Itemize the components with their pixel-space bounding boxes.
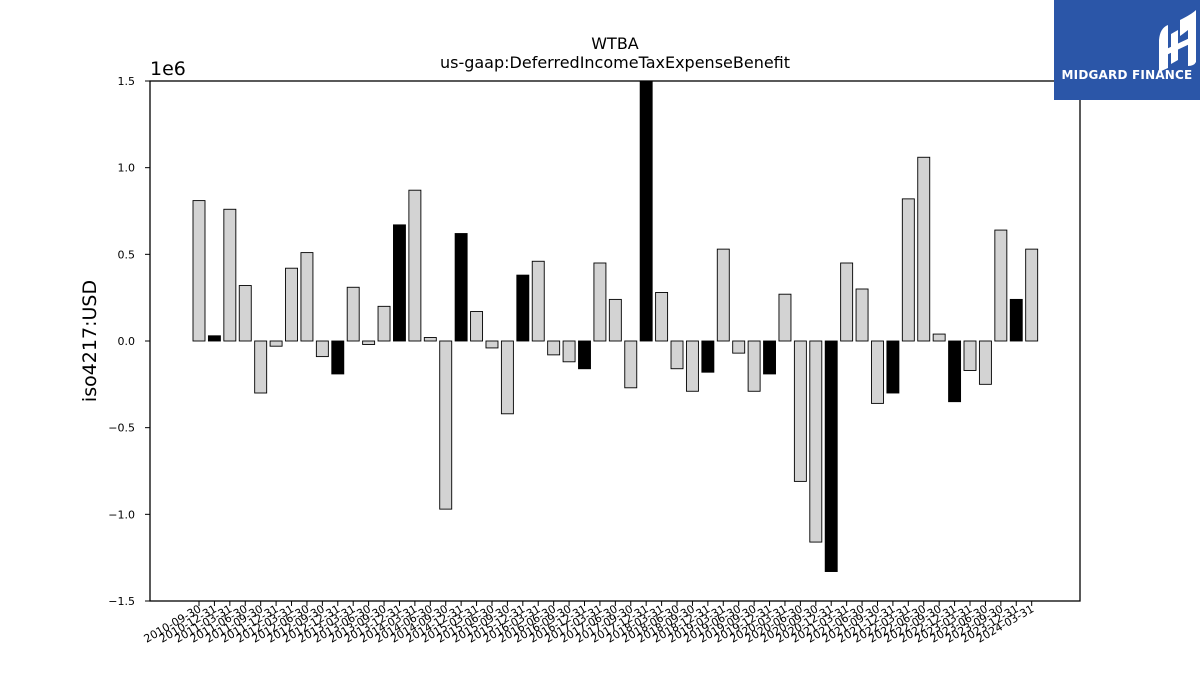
y-tick-label: −1.0 bbox=[108, 508, 135, 521]
bar-2016-06-30 bbox=[547, 340, 561, 356]
bar-2021-06-30 bbox=[855, 288, 869, 342]
bar-2012-03-31 bbox=[285, 267, 298, 342]
y-tick-label: 1.5 bbox=[118, 75, 136, 88]
bar-2021-09-30 bbox=[871, 340, 884, 404]
y-tick-label: −0.5 bbox=[108, 422, 135, 435]
bar-2017-12-31 bbox=[639, 80, 653, 342]
bar-2023-09-30 bbox=[994, 229, 1008, 342]
bar-2017-03-31 bbox=[593, 262, 607, 342]
y-tick-label: 1.0 bbox=[118, 162, 136, 175]
bar-2016-03-31 bbox=[531, 260, 545, 342]
y-scale-label: 1e6 bbox=[150, 58, 186, 80]
bar-2015-06-30 bbox=[485, 340, 499, 349]
bar-2014-03-31 bbox=[408, 189, 422, 342]
plot-frame bbox=[149, 80, 1081, 602]
bar-2018-06-30 bbox=[670, 340, 684, 370]
bar-2018-09-30 bbox=[685, 340, 699, 392]
y-axis-label: iso4217:USD bbox=[79, 280, 101, 402]
bar-2020-03-31 bbox=[778, 293, 792, 342]
bar-2019-12-31 bbox=[763, 340, 776, 375]
bar-2011-12-31 bbox=[269, 340, 283, 347]
bar-2020-06-30 bbox=[793, 340, 807, 482]
bar-2012-06-30 bbox=[300, 252, 314, 342]
bar-2019-06-30 bbox=[732, 340, 746, 354]
bar-2023-03-31 bbox=[963, 340, 977, 371]
bar-2021-03-31 bbox=[840, 262, 854, 342]
bar-2015-09-30 bbox=[500, 340, 514, 415]
bar-2012-12-31 bbox=[331, 340, 345, 375]
chart-subtitle: us-gaap:DeferredIncomeTaxExpenseBenefit bbox=[440, 53, 790, 72]
bar-2024-03-31 bbox=[1025, 248, 1039, 342]
midgard-logo-icon bbox=[1159, 10, 1196, 72]
bar-2011-09-30 bbox=[254, 340, 268, 394]
y-axis-ticks: −1.5 −1.0 −0.5 0.0 0.5 1.0 1.5 bbox=[108, 75, 150, 608]
x-axis-ticks: 2010-09-302010-12-312011-03-312011-06-30… bbox=[142, 601, 1036, 646]
bar-2014-06-30 bbox=[423, 337, 437, 342]
bar-2023-12-31 bbox=[1009, 298, 1023, 342]
bar-2010-12-31 bbox=[207, 335, 221, 342]
bar-2020-09-30 bbox=[809, 340, 823, 543]
bar-2011-06-30 bbox=[238, 285, 252, 342]
bar-2016-09-30 bbox=[562, 340, 576, 363]
bar-2019-09-30 bbox=[747, 340, 761, 392]
bar-2022-03-31 bbox=[901, 198, 915, 342]
bar-2013-03-31 bbox=[346, 286, 360, 342]
y-tick-label: −1.5 bbox=[108, 595, 135, 608]
bar-2014-12-31 bbox=[454, 233, 468, 342]
bar-2022-09-30 bbox=[932, 333, 946, 342]
midgard-finance-logo: MIDGARD FINANCE bbox=[1054, 0, 1200, 100]
bar-2010-09-30 bbox=[192, 200, 206, 342]
bar-2013-06-30 bbox=[362, 340, 376, 345]
bar-2013-09-30 bbox=[377, 305, 391, 342]
bar-2022-12-31 bbox=[948, 340, 962, 403]
bar-2019-03-31 bbox=[716, 248, 730, 342]
bars-group bbox=[192, 80, 1039, 572]
bar-2018-03-31 bbox=[655, 292, 669, 342]
bar-2011-03-31 bbox=[223, 208, 237, 342]
logo-text: MIDGARD FINANCE bbox=[1061, 68, 1193, 82]
bar-2022-06-30 bbox=[917, 156, 931, 342]
bar-2018-12-31 bbox=[701, 340, 715, 373]
chart-title: WTBA bbox=[591, 34, 639, 53]
bar-2023-06-30 bbox=[978, 340, 992, 385]
bar-2020-12-31 bbox=[824, 340, 838, 572]
bar-2017-06-30 bbox=[608, 298, 622, 342]
bar-2012-09-30 bbox=[315, 340, 329, 358]
y-tick-label: 0.0 bbox=[118, 335, 136, 348]
bar-2014-09-30 bbox=[439, 340, 453, 510]
bar-2013-12-31 bbox=[393, 224, 406, 342]
bar-2015-12-31 bbox=[516, 274, 530, 342]
bar-2017-09-30 bbox=[624, 340, 638, 389]
y-tick-label: 0.5 bbox=[118, 248, 136, 261]
bar-2021-12-31 bbox=[886, 340, 900, 394]
bar-2015-03-31 bbox=[470, 311, 484, 342]
bar-2016-12-31 bbox=[578, 340, 591, 370]
